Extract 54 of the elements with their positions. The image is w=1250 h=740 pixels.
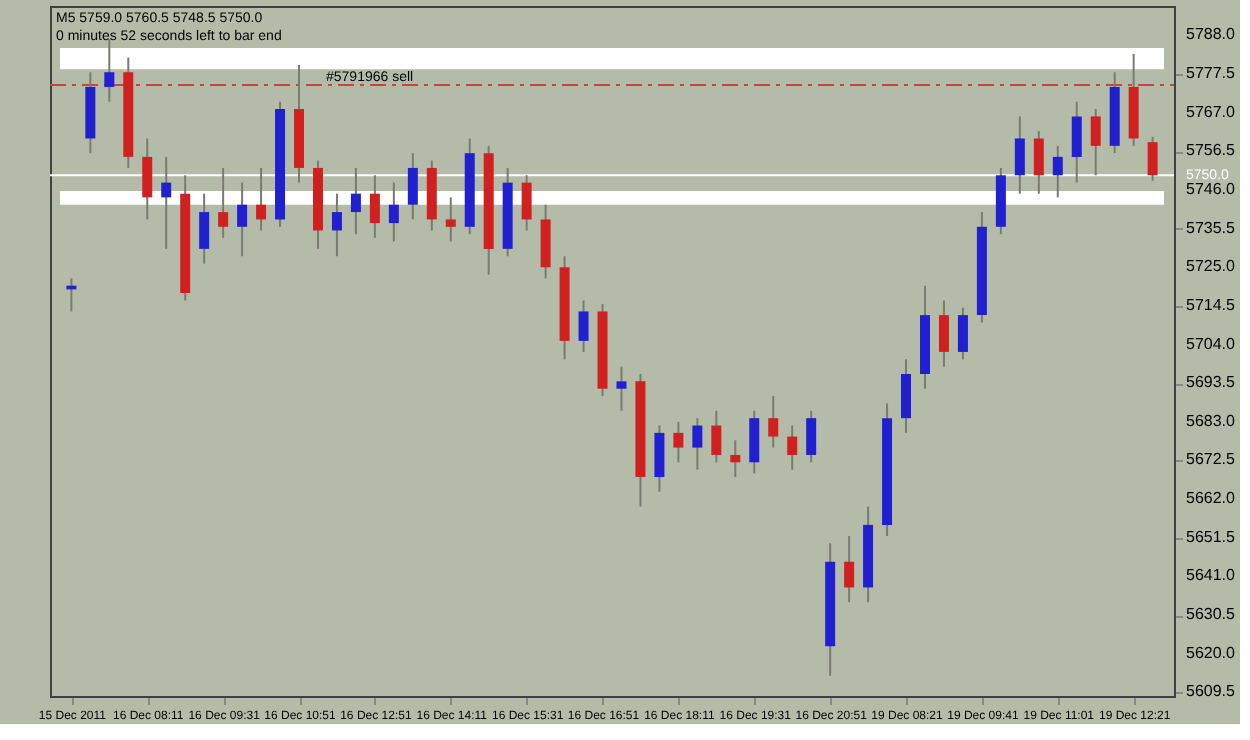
candlestick bbox=[1147, 135, 1158, 182]
candlestick bbox=[256, 166, 267, 232]
candlestick bbox=[806, 409, 817, 464]
candlestick bbox=[654, 424, 665, 493]
candlestick bbox=[711, 409, 722, 464]
candlestick bbox=[521, 174, 532, 232]
candlestick bbox=[369, 174, 380, 239]
candlestick bbox=[161, 155, 172, 250]
candlestick bbox=[388, 181, 399, 243]
candlestick bbox=[540, 203, 551, 280]
candlestick bbox=[1052, 144, 1063, 199]
candlestick bbox=[142, 137, 153, 221]
candlestick bbox=[445, 196, 456, 243]
y-tick-label: 5641.0 bbox=[1186, 566, 1237, 585]
candlestick bbox=[218, 166, 229, 239]
candlestick bbox=[749, 409, 760, 475]
candlestick bbox=[673, 420, 684, 464]
candlestick bbox=[787, 424, 798, 471]
candlestick bbox=[768, 395, 779, 449]
candlestick bbox=[331, 192, 342, 258]
y-tick-label: 5746.0 bbox=[1186, 180, 1237, 198]
y-tick-label: 5630.5 bbox=[1186, 605, 1237, 624]
candlestick bbox=[104, 38, 115, 103]
candlestick bbox=[237, 181, 248, 258]
candlestick bbox=[350, 166, 361, 236]
y-tick-label: 5704.0 bbox=[1186, 334, 1237, 353]
candlestick bbox=[957, 306, 968, 361]
candlestick bbox=[730, 439, 741, 479]
y-tick-label: 5788.0 bbox=[1186, 25, 1237, 44]
y-tick-label: 5735.5 bbox=[1186, 218, 1237, 237]
candlestick bbox=[692, 417, 703, 471]
candlestick bbox=[1033, 130, 1044, 195]
y-tick-label: 5777.5 bbox=[1186, 64, 1237, 83]
y-tick-label: 5756.5 bbox=[1186, 141, 1237, 160]
candlestick bbox=[1090, 108, 1101, 177]
y-tick-label: 5693.5 bbox=[1186, 373, 1237, 392]
y-tick-label: 5651.5 bbox=[1186, 527, 1237, 546]
candlestick bbox=[844, 534, 855, 604]
y-tick-label: 5662.0 bbox=[1186, 489, 1237, 508]
candlestick bbox=[1071, 100, 1082, 184]
candlestick bbox=[578, 299, 589, 353]
y-tick-label: 5683.0 bbox=[1186, 411, 1237, 430]
y-tick-label: 5620.0 bbox=[1186, 643, 1237, 662]
candlestick bbox=[901, 358, 912, 434]
candlestick bbox=[616, 365, 627, 412]
candlestick bbox=[1014, 115, 1025, 195]
y-tick-label: 5609.5 bbox=[1186, 682, 1237, 701]
y-tick-label: 5725.0 bbox=[1186, 257, 1237, 276]
candlestick bbox=[938, 299, 949, 368]
y-tick-label: 5672.5 bbox=[1186, 450, 1237, 469]
candlestick bbox=[199, 192, 210, 265]
y-tick-label: 5714.5 bbox=[1186, 295, 1237, 314]
candlestick bbox=[407, 152, 418, 221]
y-tick-label: 5767.0 bbox=[1186, 102, 1237, 121]
